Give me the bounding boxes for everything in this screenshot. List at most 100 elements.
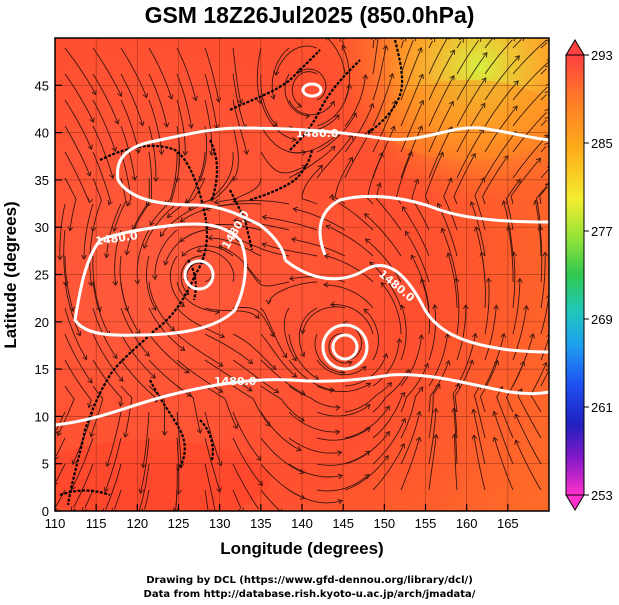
streamline-arrow [400, 392, 406, 398]
streamline [148, 333, 190, 374]
streamline-arrow [112, 280, 119, 287]
streamline-arrow [192, 95, 198, 102]
streamline [530, 362, 547, 413]
streamline [428, 75, 455, 127]
streamline [293, 208, 346, 231]
streamline [232, 411, 262, 461]
streamline [512, 39, 548, 75]
streamline [372, 338, 400, 387]
streamline-arrow [365, 427, 371, 433]
streamline-arrow [109, 173, 115, 180]
streamline-arrow [363, 213, 370, 219]
streamline [540, 337, 549, 361]
streamline [316, 382, 371, 393]
lat-lon-grid [55, 38, 549, 511]
y-tick-label: 45 [35, 78, 49, 93]
coastlines [59, 39, 404, 506]
streamline-arrow [291, 136, 297, 143]
streamline-arrow [270, 94, 276, 100]
streamline-arrow [517, 277, 523, 283]
streamline [105, 463, 122, 510]
streamline [316, 112, 357, 153]
streamline [288, 385, 340, 408]
streamline-arrow [55, 508, 58, 511]
streamline-arrow [161, 430, 168, 437]
streamline-arrow [378, 152, 384, 158]
streamline [233, 219, 290, 231]
streamline [473, 384, 486, 439]
streamline [64, 73, 95, 123]
x-tick-label: 140 [291, 516, 313, 531]
streamline [204, 333, 253, 364]
streamline-arrow [463, 304, 469, 310]
y-tick-label: 0 [42, 504, 49, 519]
streamline [472, 409, 486, 465]
streamline [64, 151, 90, 203]
streamline [204, 437, 221, 493]
streamline [326, 225, 374, 257]
streamline [288, 463, 343, 478]
streamline-arrow [545, 367, 549, 372]
streamline [428, 101, 454, 153]
streamline [540, 145, 547, 153]
streamline-arrow [70, 506, 76, 511]
streamline-arrow [546, 333, 549, 338]
streamline [84, 489, 94, 509]
streamline-arrow [107, 199, 113, 206]
streamline-arrow [292, 206, 299, 213]
streamline-arrow [166, 212, 173, 219]
streamline [496, 386, 514, 439]
streamline [330, 304, 374, 335]
streamline-arrow [388, 72, 395, 79]
streamline-arrow [149, 220, 155, 226]
streamline-arrow [188, 123, 194, 129]
streamline-arrow [87, 378, 93, 384]
streamline-arrow [112, 226, 118, 232]
colorbar-tick-label: 285 [591, 136, 613, 151]
streamline-arrow [103, 486, 110, 493]
streamline-arrow [448, 100, 454, 107]
streamline [64, 47, 97, 95]
streamline-arrow [82, 354, 88, 361]
colorbar-tick-label: 269 [591, 312, 613, 327]
streamline [148, 385, 166, 436]
streamline [83, 203, 94, 260]
y-tick-label: 5 [42, 457, 49, 472]
streamline-arrow [533, 199, 539, 205]
streamline-arrow [158, 149, 165, 156]
streamline-arrow [273, 388, 280, 394]
streamline [148, 125, 157, 182]
streamline [64, 307, 87, 360]
streamline [298, 307, 318, 357]
streamline-arrow [213, 199, 220, 205]
streamline-arrow [112, 353, 118, 360]
streamline [327, 38, 346, 75]
streamline-arrow [247, 386, 253, 392]
streamline-arrow [232, 175, 238, 182]
y-tick-label: 35 [35, 173, 49, 188]
streamline-arrow [472, 332, 478, 338]
streamline [169, 255, 185, 307]
streamline [334, 157, 353, 205]
streamline-arrow [364, 474, 370, 480]
streamline-arrow [138, 120, 145, 127]
streamline [288, 437, 342, 454]
streamline-arrow [134, 279, 141, 285]
x-tick-label: 125 [168, 516, 190, 531]
streamline [400, 363, 429, 413]
streamline-arrow [86, 171, 92, 177]
streamline-arrow [542, 361, 548, 368]
streamline [204, 73, 218, 129]
streamline-arrow [410, 254, 416, 260]
streamline-arrow [233, 217, 239, 224]
streamline [539, 186, 548, 205]
streamline [473, 435, 486, 491]
streamline [92, 281, 110, 336]
streamline-arrow [273, 70, 280, 77]
streamline [512, 86, 548, 127]
streamline-arrow [446, 252, 452, 258]
streamline-arrow [118, 401, 124, 407]
streamline [209, 151, 234, 201]
streamline-arrow [75, 331, 82, 337]
streamline [363, 308, 379, 361]
